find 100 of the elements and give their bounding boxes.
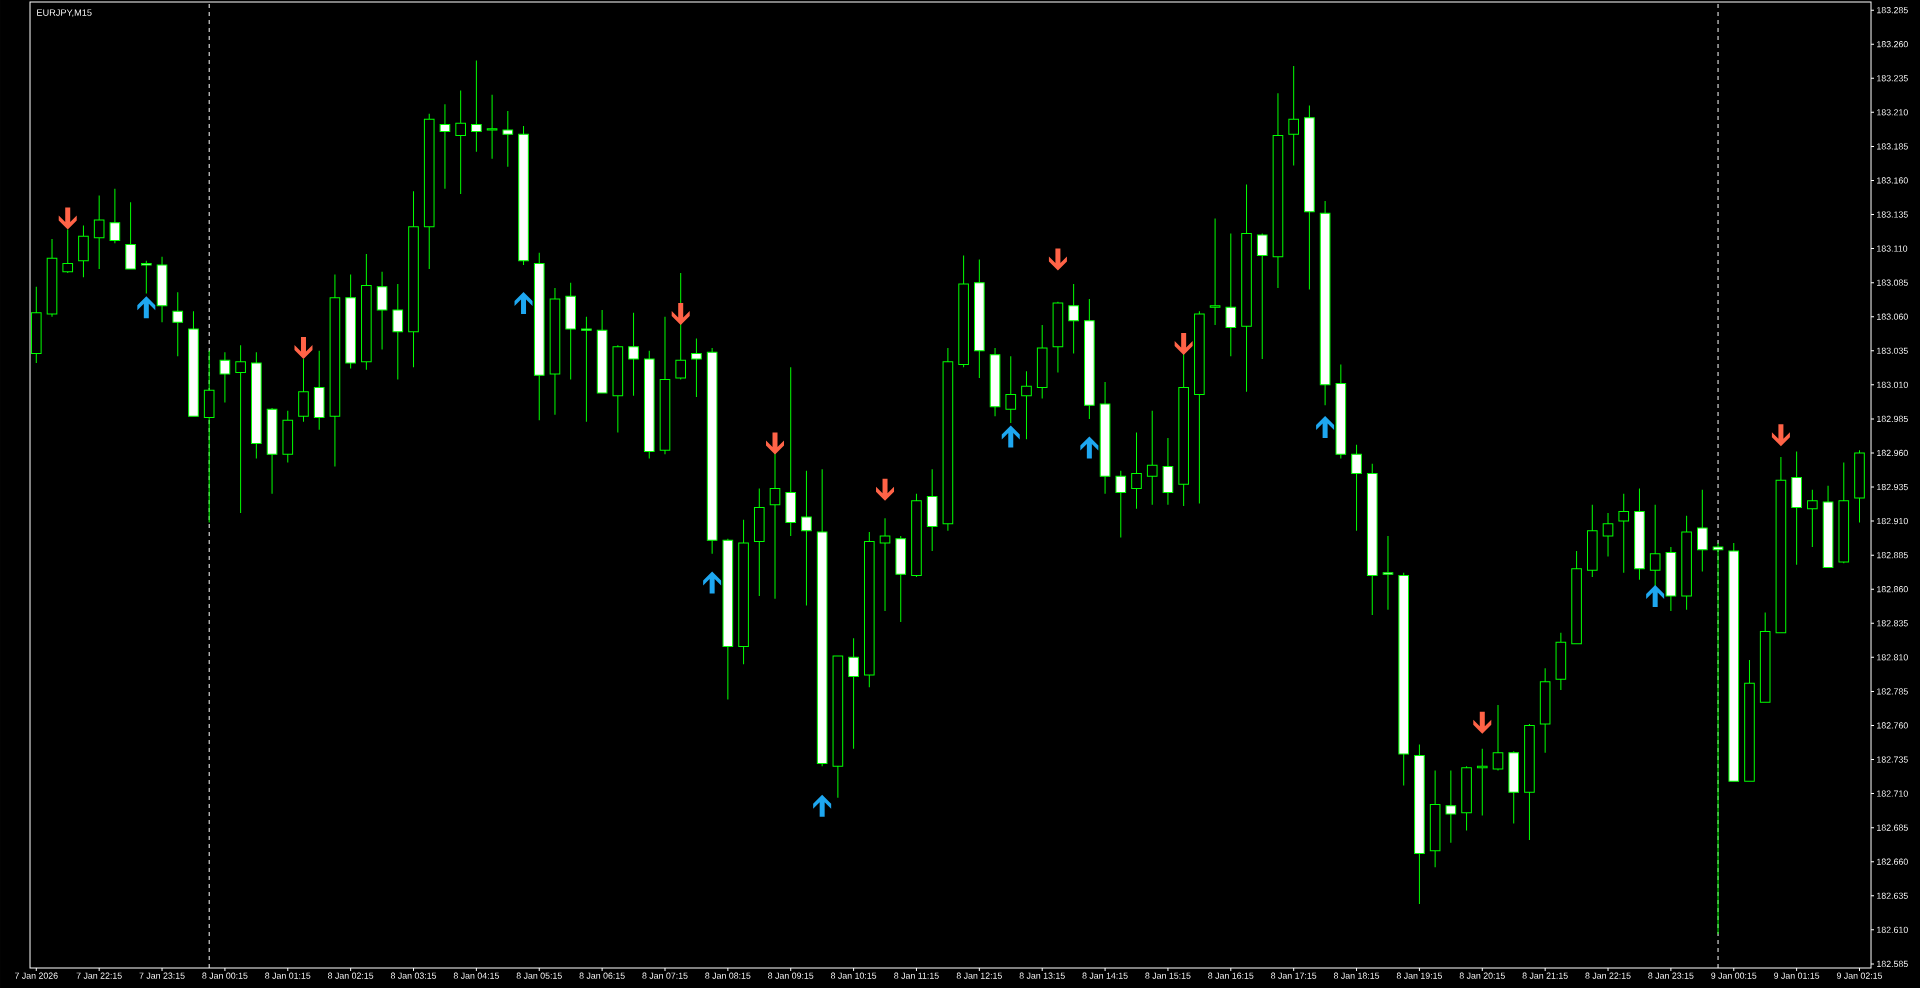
candlestick (675, 272, 687, 380)
point (1473, 711, 1492, 734)
candlestick (974, 258, 985, 379)
y-tick-label: 183.160 (1877, 177, 1908, 184)
candlestick (1319, 200, 1331, 406)
candlestick (753, 487, 765, 597)
y-tick-label: 183.285 (1877, 7, 1908, 14)
candlestick (62, 229, 74, 274)
candlestick (1807, 489, 1818, 548)
candlestick (1429, 769, 1441, 868)
candlestick (156, 256, 168, 323)
candlestick (581, 316, 592, 423)
x-tick-label: 9 Jan 01:15 (1774, 972, 1820, 979)
x-tick-label: 8 Jan 01:15 (265, 972, 311, 979)
candlestick (392, 283, 404, 380)
x-tick-label: 8 Jan 02:15 (328, 972, 374, 979)
candlestick (1146, 410, 1158, 506)
candlestick (439, 103, 451, 190)
candlestick (235, 344, 246, 514)
point (1316, 416, 1335, 439)
candlestick (1178, 353, 1189, 507)
candlestick (1366, 463, 1378, 616)
candlestick (1241, 184, 1252, 393)
x-tick-label: 8 Jan 21:15 (1522, 972, 1568, 979)
candlestick (785, 366, 797, 537)
y-tick-label: 183.235 (1877, 75, 1908, 82)
candlestick (408, 190, 419, 368)
candlestick (219, 351, 231, 404)
point (294, 337, 313, 360)
point (876, 478, 895, 501)
candlestick (188, 310, 199, 417)
x-tick-label: 9 Jan 02:15 (1836, 972, 1883, 979)
candlestick (832, 655, 844, 799)
y-tick-label: 182.835 (1877, 620, 1908, 627)
candlestick (738, 519, 749, 665)
x-tick-label: 7 Jan 22:15 (76, 972, 122, 979)
x-tick-label: 8 Jan 19:15 (1396, 972, 1443, 979)
x-tick-label: 8 Jan 20:15 (1459, 972, 1505, 979)
x-tick-label: 7 Jan 2026 (14, 972, 58, 979)
candlestick (895, 535, 907, 623)
candlestick (455, 90, 466, 195)
y-tick-label: 182.935 (1877, 483, 1908, 491)
x-tick-label: 8 Jan 11:15 (894, 972, 939, 979)
x-tick-label: 8 Jan 07:15 (642, 972, 688, 979)
candlestick (958, 254, 969, 368)
x-tick-label: 8 Jan 05:15 (516, 972, 562, 979)
candlestick (612, 344, 624, 434)
candlestick (1351, 444, 1362, 532)
candlestick (1461, 765, 1472, 831)
y-tick-label: 182.985 (1877, 415, 1908, 423)
candlestick (376, 271, 388, 350)
x-tick-label: 8 Jan 15:15 (1145, 972, 1191, 979)
candlestick (251, 351, 262, 459)
candlestick (1304, 105, 1315, 290)
candlestick (1288, 65, 1299, 166)
y-tick-label: 182.660 (1877, 858, 1908, 865)
point (58, 207, 77, 230)
candlestick (1209, 218, 1221, 326)
candlestick (1084, 298, 1095, 420)
x-tick-label: 8 Jan 18:15 (1333, 972, 1380, 979)
candlestick (643, 350, 655, 459)
candlestick (1225, 233, 1237, 357)
candlestick (1822, 485, 1834, 568)
y-tick-label: 183.185 (1877, 143, 1908, 150)
x-tick-label: 8 Jan 17:15 (1271, 972, 1317, 979)
candlestick (1115, 470, 1127, 538)
candlestick (313, 350, 325, 431)
candlestick (471, 60, 482, 153)
candlestick (1492, 704, 1504, 771)
y-tick-label: 182.860 (1877, 586, 1908, 593)
point (1646, 585, 1665, 608)
candlestick (565, 282, 576, 380)
candlestick (1068, 283, 1079, 355)
y-tick-label: 182.960 (1877, 449, 1908, 457)
y-tick-label: 183.035 (1877, 347, 1908, 354)
y-tick-label: 182.735 (1877, 756, 1908, 763)
candlestick (1539, 667, 1551, 754)
candlestick (533, 252, 545, 421)
point (514, 292, 533, 315)
candlestick (1272, 92, 1284, 289)
candlestick (203, 350, 215, 523)
candlestick (596, 309, 608, 394)
candlestick (423, 113, 435, 270)
candlestick (628, 312, 639, 397)
candlestick (1445, 769, 1457, 844)
candlestick (109, 188, 121, 244)
point (1771, 424, 1790, 447)
candlestick (1854, 449, 1865, 523)
y-tick-label: 182.635 (1877, 892, 1908, 899)
point (766, 432, 784, 455)
x-tick-label: 8 Jan 14:15 (1082, 972, 1128, 979)
candlestick (722, 538, 734, 701)
point (137, 296, 156, 319)
y-tick-label: 182.685 (1877, 824, 1908, 831)
x-tick-label: 8 Jan 16:15 (1208, 972, 1254, 979)
candlestick (1571, 550, 1582, 645)
x-tick-label: 8 Jan 22:15 (1585, 972, 1631, 979)
candlestick (1634, 487, 1645, 581)
x-tick-label: 8 Jan 13:15 (1019, 972, 1065, 979)
x-tick-label: 8 Jan 08:15 (705, 972, 751, 979)
